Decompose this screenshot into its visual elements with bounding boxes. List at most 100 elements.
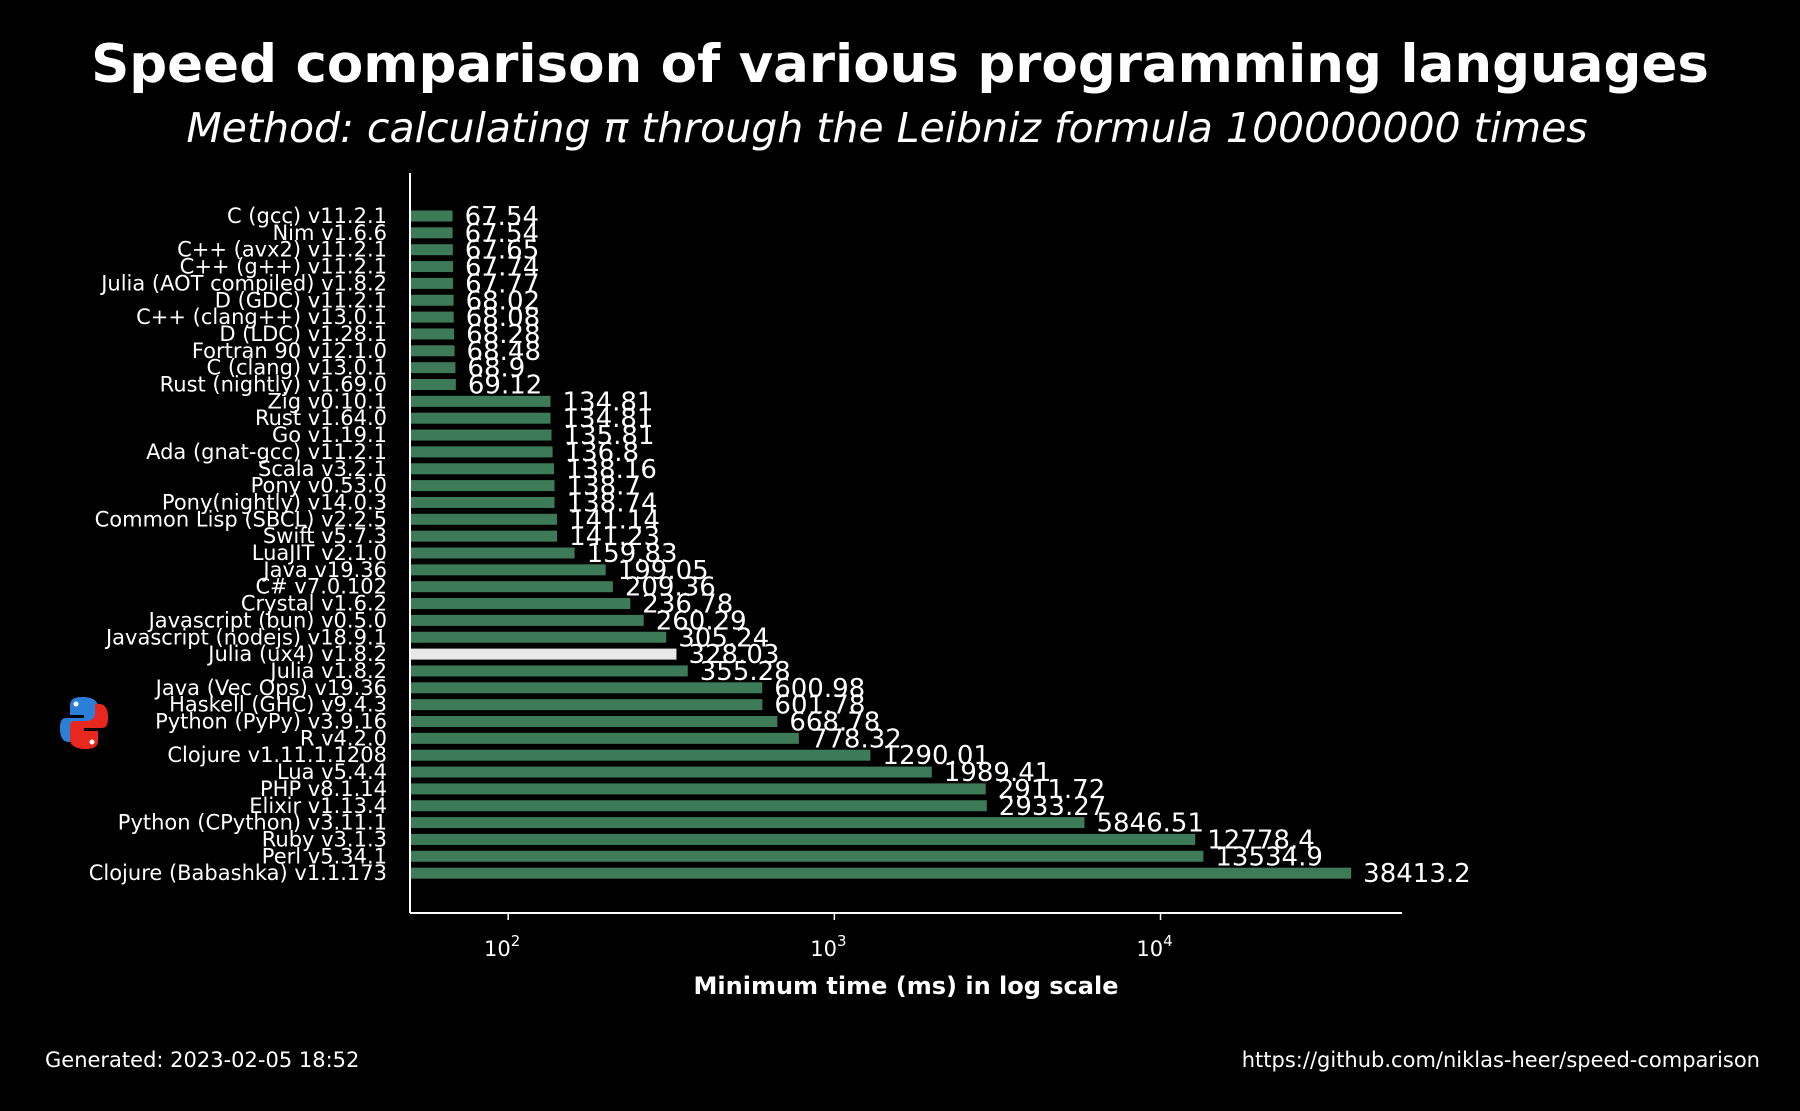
generated-timestamp: Generated: 2023-02-05 18:52	[45, 1048, 360, 1072]
category-label: Clojure (Babashka) v1.1.173	[89, 861, 387, 885]
bar	[411, 496, 555, 508]
value-label: 600.98	[774, 674, 865, 704]
value-label: 159.83	[587, 539, 678, 569]
chart-title: Speed comparison of various programming …	[91, 34, 1709, 95]
bar	[411, 362, 456, 374]
category-label: Haskell (GHC) v9.4.3	[169, 693, 387, 717]
category-label: C++ (avx2) v11.2.1	[177, 238, 387, 262]
repository-link[interactable]: https://github.com/niklas-heer/speed-com…	[1241, 1048, 1760, 1072]
bar	[411, 783, 986, 795]
bar	[411, 463, 554, 475]
category-label: Ruby v3.1.3	[262, 827, 387, 851]
bar	[411, 210, 453, 222]
category-label: Java (Vec Ops) v19.36	[154, 676, 387, 700]
bar	[411, 800, 987, 812]
value-label: 1989.41	[944, 758, 1052, 788]
value-label: 68.9	[467, 354, 525, 384]
bar	[411, 749, 871, 761]
value-label: 138.16	[566, 455, 657, 485]
category-label: Fortran 90 v12.1.0	[192, 339, 387, 363]
bar	[411, 294, 454, 306]
bar	[411, 412, 551, 424]
category-label: Javascript (nodejs) v18.9.1	[104, 625, 387, 649]
bar	[411, 598, 631, 610]
bar	[411, 345, 455, 357]
category-label: Python (CPython) v3.11.1	[118, 811, 387, 835]
python-logo-icon	[60, 697, 108, 749]
value-label: 355.28	[700, 657, 791, 687]
value-label: 236.78	[642, 590, 733, 620]
value-label: 5846.51	[1096, 809, 1204, 839]
value-label: 138.74	[567, 488, 658, 518]
value-labels: 67.5467.5467.6567.7467.7768.0268.0868.28…	[465, 202, 1471, 889]
category-label: Rust (nightly) v1.69.0	[160, 373, 387, 397]
bar	[411, 631, 667, 643]
value-label: 305.24	[678, 623, 769, 653]
bar	[411, 699, 763, 711]
bar	[411, 833, 1196, 845]
value-label: 67.74	[465, 253, 539, 283]
bar	[411, 227, 453, 239]
category-label: Julia (ux4) v1.8.2	[206, 642, 387, 666]
value-label: 69.12	[468, 371, 542, 401]
category-label: Ada (gnat-gcc) v11.2.1	[146, 440, 387, 464]
category-label: R v4.2.0	[300, 726, 387, 750]
bar	[411, 614, 644, 626]
value-label: 141.23	[569, 522, 660, 552]
bar	[411, 261, 454, 273]
bar	[411, 665, 688, 677]
bar	[411, 311, 454, 323]
x-ticks: 102 103 104	[484, 913, 1173, 961]
bar	[411, 429, 552, 441]
bar	[411, 682, 763, 694]
bar	[411, 564, 606, 576]
category-label: Java v19.36	[261, 558, 387, 582]
category-label: Pony(nightly) v14.0.3	[162, 490, 387, 514]
value-label: 136.8	[565, 438, 639, 468]
category-label: Common Lisp (SBCL) v2.2.5	[95, 507, 387, 531]
x-axis-label: Minimum time (ms) in log scale	[694, 972, 1119, 1000]
bar	[411, 513, 557, 525]
bar	[411, 547, 575, 559]
category-label: Javascript (bun) v0.5.0	[147, 608, 387, 632]
value-label: 68.08	[466, 303, 540, 333]
bars-group	[411, 210, 1352, 879]
category-label: Go v1.19.1	[272, 423, 387, 447]
value-label: 601.78	[774, 691, 865, 721]
value-label: 67.77	[465, 269, 539, 299]
value-label: 68.02	[466, 286, 540, 316]
bar	[411, 379, 456, 390]
value-label: 209.36	[625, 573, 716, 603]
bar	[411, 277, 454, 289]
category-label: C++ (clang++) v13.0.1	[136, 305, 387, 329]
value-label: 12778.4	[1207, 825, 1315, 855]
value-label: 67.54	[465, 219, 539, 249]
category-label: Elixir v1.13.4	[249, 794, 387, 818]
bar	[411, 446, 553, 458]
value-label: 13534.9	[1215, 842, 1323, 872]
category-label: LuaJIT v2.1.0	[252, 541, 387, 565]
category-label: D (LDC) v1.28.1	[219, 322, 387, 346]
value-label: 68.28	[466, 320, 540, 350]
chart-subtitle: Method: calculating π through the Leibni…	[186, 104, 1587, 152]
value-label: 778.32	[811, 724, 902, 754]
category-label: PHP v8.1.14	[260, 777, 387, 801]
value-label: 328.03	[688, 640, 779, 670]
category-label: Julia v1.8.2	[268, 659, 387, 683]
category-label: D (GDC) v11.2.1	[215, 288, 387, 312]
value-label: 67.65	[465, 236, 539, 266]
bar	[411, 328, 455, 340]
bar	[411, 395, 551, 407]
value-label: 67.54	[465, 202, 539, 232]
category-label: Rust v1.64.0	[255, 406, 387, 430]
category-label: Julia (AOT compiled) v1.8.2	[99, 271, 387, 295]
value-label: 141.14	[569, 505, 660, 535]
value-label: 668.78	[789, 708, 880, 738]
category-label: C# v7.0.102	[255, 575, 387, 599]
category-label: Zig v0.10.1	[268, 389, 387, 413]
category-label: Nim v1.6.6	[272, 221, 387, 245]
value-label: 2911.72	[998, 775, 1106, 805]
bar	[411, 530, 558, 542]
value-label: 134.81	[562, 387, 653, 417]
